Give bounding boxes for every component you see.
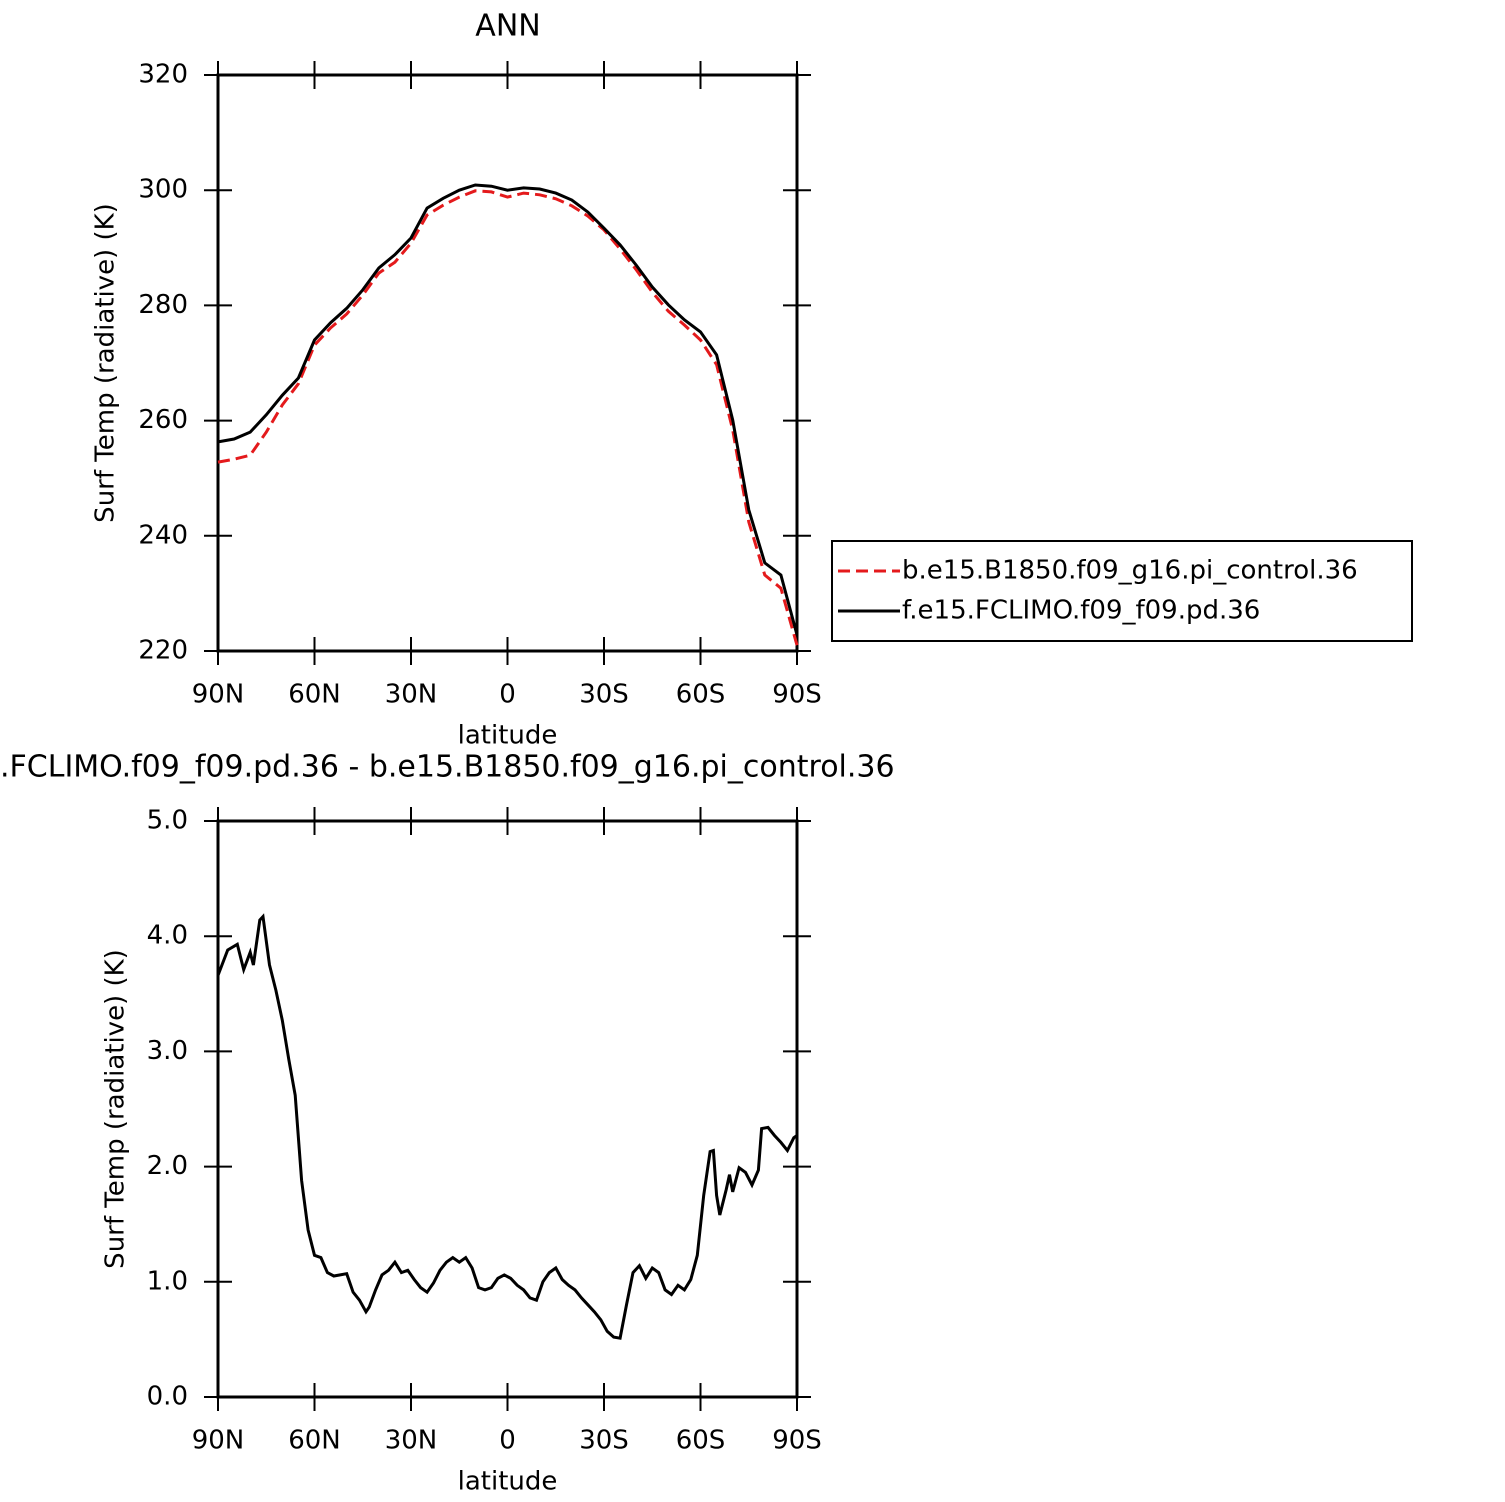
y-tick-label: 300 [138,175,188,205]
y-tick-label: 5.0 [147,806,188,836]
y-tick-label: 1.0 [147,1266,188,1296]
y-tick-label: 220 [138,636,188,666]
x-tick-label: 60N [288,1426,341,1456]
x-tick-label: 90N [192,1426,245,1456]
y-tick-label: 280 [138,290,188,320]
legend-label: f.e15.FCLIMO.f09_f09.pd.36 [902,596,1260,626]
x-tick-label: 30S [579,680,629,710]
chart-title: ANN [475,9,540,44]
x-tick-label: 90S [772,1426,822,1456]
data-line [216,913,798,1340]
y-tick-label: 2.0 [147,1151,188,1181]
y-tick-label: 3.0 [147,1036,188,1066]
y-tick-label: 320 [138,60,188,90]
x-tick-label: 60S [676,1426,726,1456]
data-line [217,189,799,646]
legend-label: b.e15.B1850.f09_g16.pi_control.36 [902,556,1358,586]
x-axis-label: latitude [458,721,558,751]
y-tick-label: 0.0 [147,1382,188,1412]
plot-frame [216,819,799,1399]
x-tick-label: 60N [288,680,341,710]
x-tick-label: 30S [579,1426,629,1456]
y-axis-label: Surf Temp (radiative) (K) [101,949,131,1269]
x-tick-label: 60S [676,680,726,710]
x-tick-label: 0 [499,1426,516,1456]
y-axis-label: Surf Temp (radiative) (K) [91,203,121,523]
x-tick-label: 30N [385,1426,438,1456]
x-tick-label: 90N [192,680,245,710]
y-tick-label: 240 [138,520,188,550]
y-tick-label: 260 [138,405,188,435]
x-tick-label: 90S [772,680,822,710]
x-tick-label: 0 [499,680,516,710]
y-tick-label: 4.0 [147,921,188,951]
legend-box [831,540,1413,642]
chart-title: .FCLIMO.f09_f09.pd.36 - b.e15.B1850.f09_… [0,750,895,785]
data-line [217,183,799,636]
x-axis-label: latitude [458,1467,558,1497]
x-tick-label: 30N [385,680,438,710]
